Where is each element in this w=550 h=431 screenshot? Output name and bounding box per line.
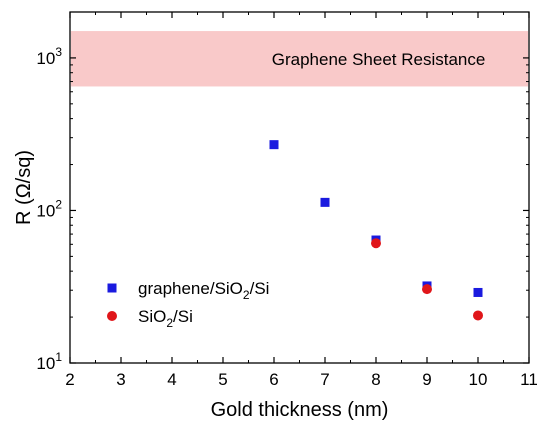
y-tick-label: 102 bbox=[36, 197, 62, 220]
legend-marker-circle bbox=[107, 311, 117, 321]
x-tick-label: 11 bbox=[520, 370, 538, 389]
data-point-square bbox=[269, 140, 279, 150]
x-tick-label: 6 bbox=[269, 370, 278, 389]
data-point-circle bbox=[473, 310, 483, 321]
x-tick-label: 9 bbox=[422, 370, 431, 389]
x-tick-label: 3 bbox=[116, 370, 125, 389]
resistance-band bbox=[71, 31, 528, 87]
data-point-square bbox=[473, 287, 483, 297]
legend-label: graphene/SiO2/Si bbox=[138, 279, 269, 302]
x-tick-label: 8 bbox=[371, 370, 380, 389]
legend-label: SiO2/Si bbox=[138, 307, 193, 330]
x-tick-label: 4 bbox=[167, 370, 176, 389]
x-tick-label: 10 bbox=[469, 370, 488, 389]
y-axis-label: R (Ω/sq) bbox=[13, 150, 35, 225]
x-axis-label: Gold thickness (nm) bbox=[211, 399, 389, 421]
data-point-square bbox=[320, 197, 330, 207]
band-layer: Graphene Sheet Resistance bbox=[71, 31, 528, 87]
y-tick-label: 103 bbox=[36, 45, 62, 68]
band-label: Graphene Sheet Resistance bbox=[272, 50, 486, 69]
plot-layer bbox=[269, 140, 483, 321]
tick-layer: 2 3 4 5 6 7 8 9 10 11 101 102 103 bbox=[36, 11, 538, 389]
legend-marker-square bbox=[107, 283, 117, 293]
y-tick-label: 101 bbox=[36, 350, 62, 373]
x-tick-label: 2 bbox=[65, 370, 74, 389]
x-tick-label: 5 bbox=[218, 370, 227, 389]
data-point-circle bbox=[371, 238, 381, 249]
legend: graphene/SiO2/Si SiO2/Si bbox=[107, 279, 269, 330]
x-tick-label: 7 bbox=[320, 370, 329, 389]
data-point-circle bbox=[422, 284, 432, 295]
